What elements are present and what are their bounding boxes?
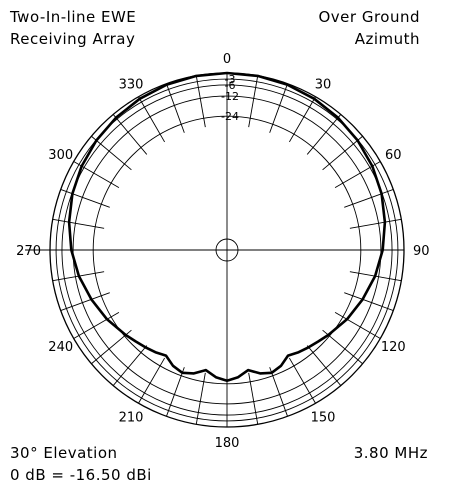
grid-spoke xyxy=(91,135,132,171)
azimuth-label: 90 xyxy=(413,244,430,259)
grid-spoke xyxy=(138,357,165,404)
grid-spoke xyxy=(344,292,394,311)
grid-spoke xyxy=(289,96,316,143)
grid-spoke xyxy=(60,189,110,208)
grid-spoke xyxy=(138,96,165,143)
grid-spoke xyxy=(166,367,185,417)
azimuth-label: 150 xyxy=(311,410,336,425)
azimuth-label: 180 xyxy=(215,436,240,451)
pattern-trace xyxy=(67,71,387,382)
grid-spoke xyxy=(248,75,259,128)
grid-spoke xyxy=(306,114,342,155)
grid-spoke xyxy=(73,312,120,339)
grid-spoke xyxy=(269,367,288,417)
grid-spoke xyxy=(322,135,363,171)
ring-label: -12 xyxy=(221,90,239,103)
azimuth-label: 60 xyxy=(385,148,402,163)
grid-spoke xyxy=(289,357,316,404)
azimuth-label: 300 xyxy=(48,148,73,163)
grid-spoke xyxy=(166,83,185,133)
grid-spoke xyxy=(52,218,105,229)
chart-title-line2: Receiving Array xyxy=(10,30,136,48)
grid-spoke xyxy=(60,292,110,311)
plot-kind-line2: Azimuth xyxy=(354,30,420,48)
grid-spoke xyxy=(248,372,259,425)
grid-spoke xyxy=(334,312,381,339)
grid-spoke xyxy=(195,372,206,425)
azimuth-label: 30 xyxy=(315,78,332,93)
frequency-label: 3.80 MHz xyxy=(353,444,428,462)
grid-spoke xyxy=(269,83,288,133)
grid-spoke xyxy=(344,189,394,208)
elevation-label: 30° Elevation xyxy=(10,444,118,462)
plot-kind-line1: Over Ground xyxy=(318,8,420,26)
grid-spoke xyxy=(306,345,342,386)
azimuth-label: 330 xyxy=(119,78,144,93)
chart-title-line1: Two-In-line EWE xyxy=(10,8,137,26)
azimuth-label: 120 xyxy=(381,340,406,355)
ring-label: -6 xyxy=(225,79,236,92)
ring-label: -3 xyxy=(225,73,236,86)
ring-label: -24 xyxy=(221,110,239,123)
grid-spoke xyxy=(112,345,148,386)
reference-level-label: 0 dB = -16.50 dBi xyxy=(10,466,152,484)
grid-spoke xyxy=(195,75,206,128)
grid-spoke xyxy=(112,114,148,155)
azimuth-label: 240 xyxy=(48,340,73,355)
grid-spoke xyxy=(349,218,402,229)
azimuth-label: 210 xyxy=(119,410,144,425)
azimuth-label: 270 xyxy=(16,244,41,259)
azimuth-label: 0 xyxy=(223,52,231,67)
